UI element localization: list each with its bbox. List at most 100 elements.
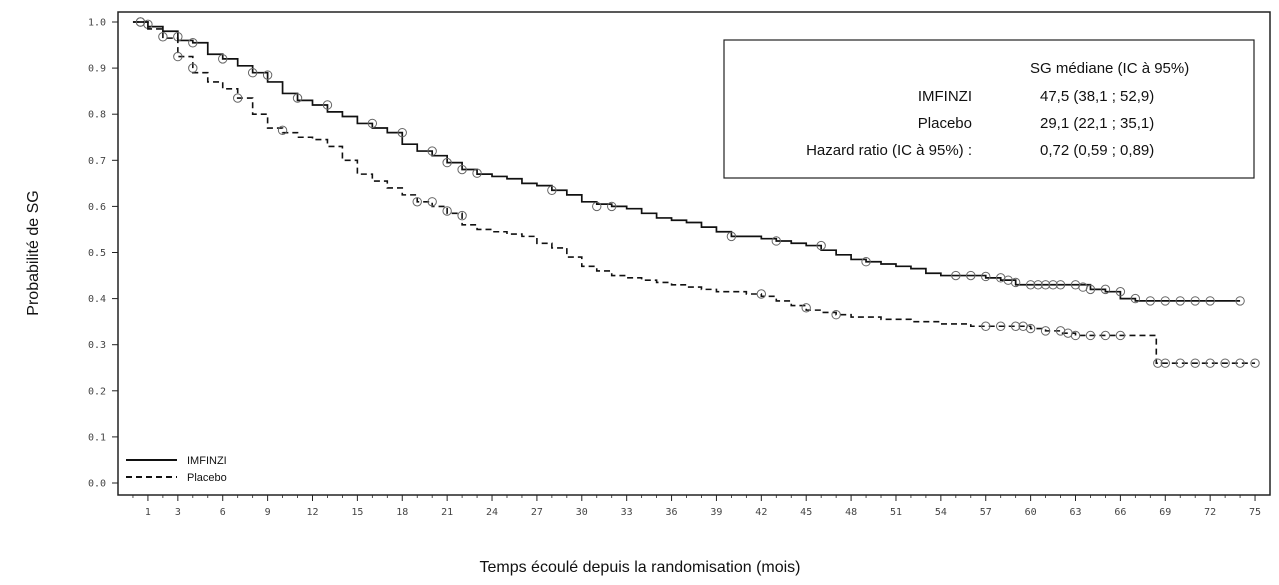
x-tick-label: 30 [576, 507, 588, 518]
y-axis: 0.0 0.1 0.2 0.3 0.4 0.5 0.6 0.7 0.8 0.9 1.0 [88, 18, 118, 490]
y-tick-label: 0.5 [88, 248, 106, 259]
censor-mark-imfinzi [861, 257, 871, 267]
x-tick-label: 57 [980, 507, 992, 518]
censor-mark-placebo [1040, 326, 1051, 336]
censor-mark-placebo [1085, 330, 1096, 341]
censor-mark-imfinzi [1033, 280, 1043, 290]
x-tick-label: 66 [1114, 507, 1126, 518]
summary-header: SG médiane (IC à 95%) [1030, 60, 1189, 77]
censor-mark-placebo [442, 206, 452, 216]
censor-mark-imfinzi [592, 201, 602, 212]
x-tick-label: 42 [755, 507, 767, 518]
x-tick-label: 69 [1159, 507, 1171, 518]
x-tick-label: 15 [351, 507, 363, 518]
summary-box: SG médiane (IC à 95%) IMFINZI 47,5 (38,1… [723, 39, 1255, 179]
x-tick-label: 18 [396, 507, 408, 518]
censor-mark-imfinzi [1205, 296, 1215, 306]
censor-mark-placebo [981, 321, 991, 331]
censor-mark-placebo [1070, 330, 1081, 341]
legend-label-placebo: Placebo [187, 472, 227, 484]
x-axis: 1 3 6 9 12 15 18 21 24 27 30 33 36 39 42 45 48 51 54 57 60 63… [132, 495, 1261, 518]
censor-mark-placebo [1235, 358, 1245, 368]
censor-mark-imfinzi [1085, 284, 1096, 295]
censor-mark-imfinzi [218, 54, 228, 64]
censor-mark-placebo [1025, 323, 1036, 334]
censor-mark-placebo [457, 210, 467, 221]
censor-mark-imfinzi [397, 127, 407, 138]
censor-mark-imfinzi [472, 168, 482, 178]
y-tick-label: 0.7 [88, 156, 106, 167]
censor-mark-placebo [427, 197, 437, 207]
summary-row-value-placebo: 29,1 (22,1 ; 35,1) [1040, 115, 1154, 132]
summary-box-frame [723, 39, 1255, 179]
summary-row-label-placebo: Placebo [918, 115, 972, 132]
legend-label-imfinzi: IMFINZI [187, 455, 227, 467]
censor-mark-imfinzi [726, 231, 737, 242]
y-tick-label: 0.0 [88, 479, 106, 490]
censor-mark-imfinzi [771, 236, 781, 246]
censor-mark-placebo [173, 51, 183, 62]
censor-mark-imfinzi [607, 201, 617, 212]
y-tick-label: 1.0 [88, 18, 106, 29]
censor-mark-placebo [831, 310, 841, 320]
y-tick-label: 0.9 [88, 64, 106, 75]
y-tick-label: 0.8 [88, 110, 106, 121]
censor-mark-imfinzi [1190, 296, 1200, 306]
censor-mark-imfinzi [1048, 280, 1058, 290]
censor-mark-imfinzi [1175, 296, 1185, 306]
censor-mark-placebo [1115, 330, 1126, 341]
censor-mark-placebo [412, 197, 422, 207]
y-tick-label: 0.6 [88, 202, 106, 213]
censor-mark-placebo [277, 125, 288, 136]
censor-mark-imfinzi [1145, 296, 1156, 306]
censor-mark-placebo [135, 17, 146, 27]
censor-mark-placebo [1250, 358, 1260, 368]
censor-mark-placebo [1100, 330, 1111, 341]
censor-mark-imfinzi [1160, 296, 1170, 306]
y-tick-label: 0.2 [88, 386, 106, 397]
summary-row-value-imfinzi: 47,5 (38,1 ; 52,9) [1040, 88, 1154, 105]
censor-mark-placebo [996, 321, 1006, 331]
censor-mark-imfinzi [1115, 286, 1126, 297]
x-tick-label: 45 [800, 507, 812, 518]
x-tick-label: 51 [890, 507, 902, 518]
censor-mark-imfinzi [1055, 280, 1066, 290]
censor-mark-placebo [158, 32, 168, 42]
x-tick-label: 54 [935, 507, 947, 518]
y-tick-label: 0.1 [88, 432, 106, 443]
x-tick-label: 48 [845, 507, 857, 518]
censor-mark-imfinzi [427, 146, 437, 156]
censor-mark-imfinzi [292, 93, 303, 103]
censor-mark-imfinzi [367, 118, 378, 129]
censor-mark-imfinzi [1010, 277, 1021, 288]
x-tick-label: 3 [175, 507, 181, 518]
censor-mark-imfinzi [442, 157, 452, 168]
x-tick-label: 63 [1069, 507, 1081, 518]
censor-mark-imfinzi [966, 270, 976, 281]
censor-mark-placebo [1190, 358, 1200, 368]
censor-mark-imfinzi [1040, 280, 1051, 290]
x-tick-label: 12 [306, 507, 318, 518]
censor-mark-placebo [1175, 358, 1185, 368]
censor-mark-imfinzi [1025, 280, 1036, 290]
censor-mark-placebo [1010, 321, 1021, 331]
censor-mark-imfinzi [547, 185, 557, 195]
censor-mark-imfinzi [457, 164, 467, 175]
x-axis-title: Temps écoulé depuis la randomisation (mo… [479, 559, 800, 576]
x-tick-label: 24 [486, 507, 498, 518]
y-axis-title: Probabilité de SG [25, 190, 42, 315]
legend: IMFINZI Placebo [126, 455, 227, 484]
series-layer [132, 17, 1260, 368]
x-tick-label: 1 [145, 507, 151, 518]
censor-mark-imfinzi [322, 100, 333, 110]
x-tick-label: 60 [1025, 507, 1037, 518]
x-tick-label: 6 [220, 507, 226, 518]
summary-row-label-imfinzi: IMFINZI [918, 88, 972, 105]
x-tick-label: 9 [265, 507, 271, 518]
x-tick-label: 75 [1249, 507, 1261, 518]
series-line-imfinzi [132, 21, 1241, 302]
censor-mark-imfinzi [1130, 293, 1141, 304]
censor-mark-placebo [801, 303, 811, 313]
censor-mark-placebo [232, 93, 243, 103]
